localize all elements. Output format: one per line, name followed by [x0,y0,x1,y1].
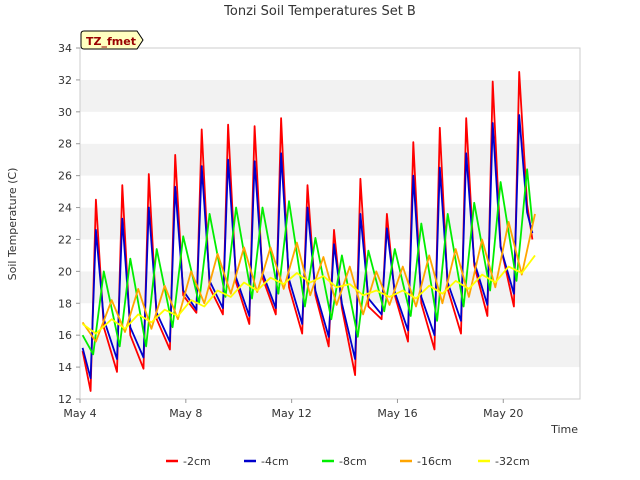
legend: -2cm -4cm -8cm -16cm -32cm [166,455,530,468]
legend-label: -32cm [495,455,530,468]
grid-band [80,48,580,80]
plot-frame [79,47,581,400]
y-tick-label: 32 [58,74,72,87]
grid-band [80,175,580,208]
x-tick-label: May 12 [272,407,312,420]
grid-band [80,143,580,176]
grid-band [80,79,580,112]
series-line-minus-8cm [81,168,534,356]
site-badge: TZ_fmet [80,30,144,50]
y-tick-label: 24 [58,202,72,215]
y-tick-label: 16 [58,329,72,342]
series-line-minus-32cm [82,254,536,335]
series-line-minus-16cm [81,213,536,343]
badge-label: TZ_fmet [86,35,136,48]
background-bands [80,48,580,399]
x-tick-label: May 8 [169,407,202,420]
series-lines [81,71,536,392]
legend-label: -8cm [339,455,367,468]
grid-band [80,335,580,368]
y-tick-label: 30 [58,106,72,119]
badge-box [80,30,144,50]
y-tick-label: 12 [58,393,72,406]
y-tick-label: 22 [58,233,72,246]
y-tick-label: 34 [58,42,72,55]
y-axis-label: Soil Temperature (C) [6,168,19,281]
grid-band [80,111,580,144]
x-axis-label: Time [550,423,578,436]
chart-title: Tonzi Soil Temperatures Set B [223,4,416,19]
legend-label: -2cm [183,455,211,468]
legend-label: -4cm [261,455,289,468]
y-axis: 12 14 16 18 20 22 24 26 28 30 32 34 [58,42,80,406]
legend-label: -16cm [417,455,452,468]
x-tick-label: May 4 [63,407,96,420]
x-tick-label: May 16 [377,407,417,420]
grid-band [80,239,580,272]
y-tick-label: 14 [58,361,72,374]
y-tick-label: 28 [58,138,72,151]
y-tick-label: 18 [58,297,72,310]
y-tick-label: 26 [58,170,72,183]
x-tick-label: May 20 [483,407,523,420]
y-tick-label: 20 [58,265,72,278]
x-axis: May 4 May 8 May 12 May 16 May 20 [63,399,523,420]
grid-band [80,367,580,399]
